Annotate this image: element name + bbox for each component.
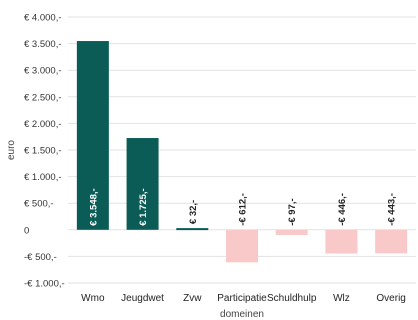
data-label: -€ 97,- xyxy=(287,198,298,225)
data-label: -€ 612,- xyxy=(238,193,249,226)
y-tick-label: -€ 1.000,- xyxy=(24,279,65,290)
bar xyxy=(76,41,109,230)
y-tick-label: € 500,- xyxy=(24,199,54,210)
data-label: -€ 446,- xyxy=(337,193,348,226)
x-tick-label: Wmo xyxy=(81,293,105,304)
data-label: € 1.725,- xyxy=(138,188,149,226)
x-tick-label: Overig xyxy=(376,293,405,304)
x-tick-label: Zvw xyxy=(183,293,202,304)
bar xyxy=(126,138,159,230)
y-tick-label: € 4.000,- xyxy=(24,13,62,24)
data-label: € 3.548,- xyxy=(88,188,99,226)
x-tick-label: Wlz xyxy=(333,293,350,304)
y-tick-label: € 2.000,- xyxy=(24,119,62,130)
x-tick-label: Jeugdwet xyxy=(121,293,164,304)
x-axis-title: domeinen xyxy=(220,309,264,320)
y-tick-label: € 1.500,- xyxy=(24,146,62,157)
bar xyxy=(226,229,258,263)
x-tick-label: Participatie xyxy=(217,293,267,304)
y-axis-title: euro xyxy=(6,140,17,160)
y-tick-label: € 3.000,- xyxy=(24,66,62,77)
y-tick-label: -€ 500,- xyxy=(24,252,57,263)
data-label: -€ 443,- xyxy=(387,193,398,226)
y-tick-label: € 2.500,- xyxy=(24,92,62,103)
bar xyxy=(325,229,358,254)
bar xyxy=(176,228,209,231)
y-tick-label: 0 xyxy=(24,225,29,236)
x-tick-label: Schuldhulp xyxy=(267,293,317,304)
bar xyxy=(275,229,308,235)
y-tick-label: € 3.500,- xyxy=(24,39,62,50)
data-label: € 32,- xyxy=(188,200,199,224)
bar xyxy=(375,229,408,254)
y-tick-label: € 1.000,- xyxy=(24,172,62,183)
